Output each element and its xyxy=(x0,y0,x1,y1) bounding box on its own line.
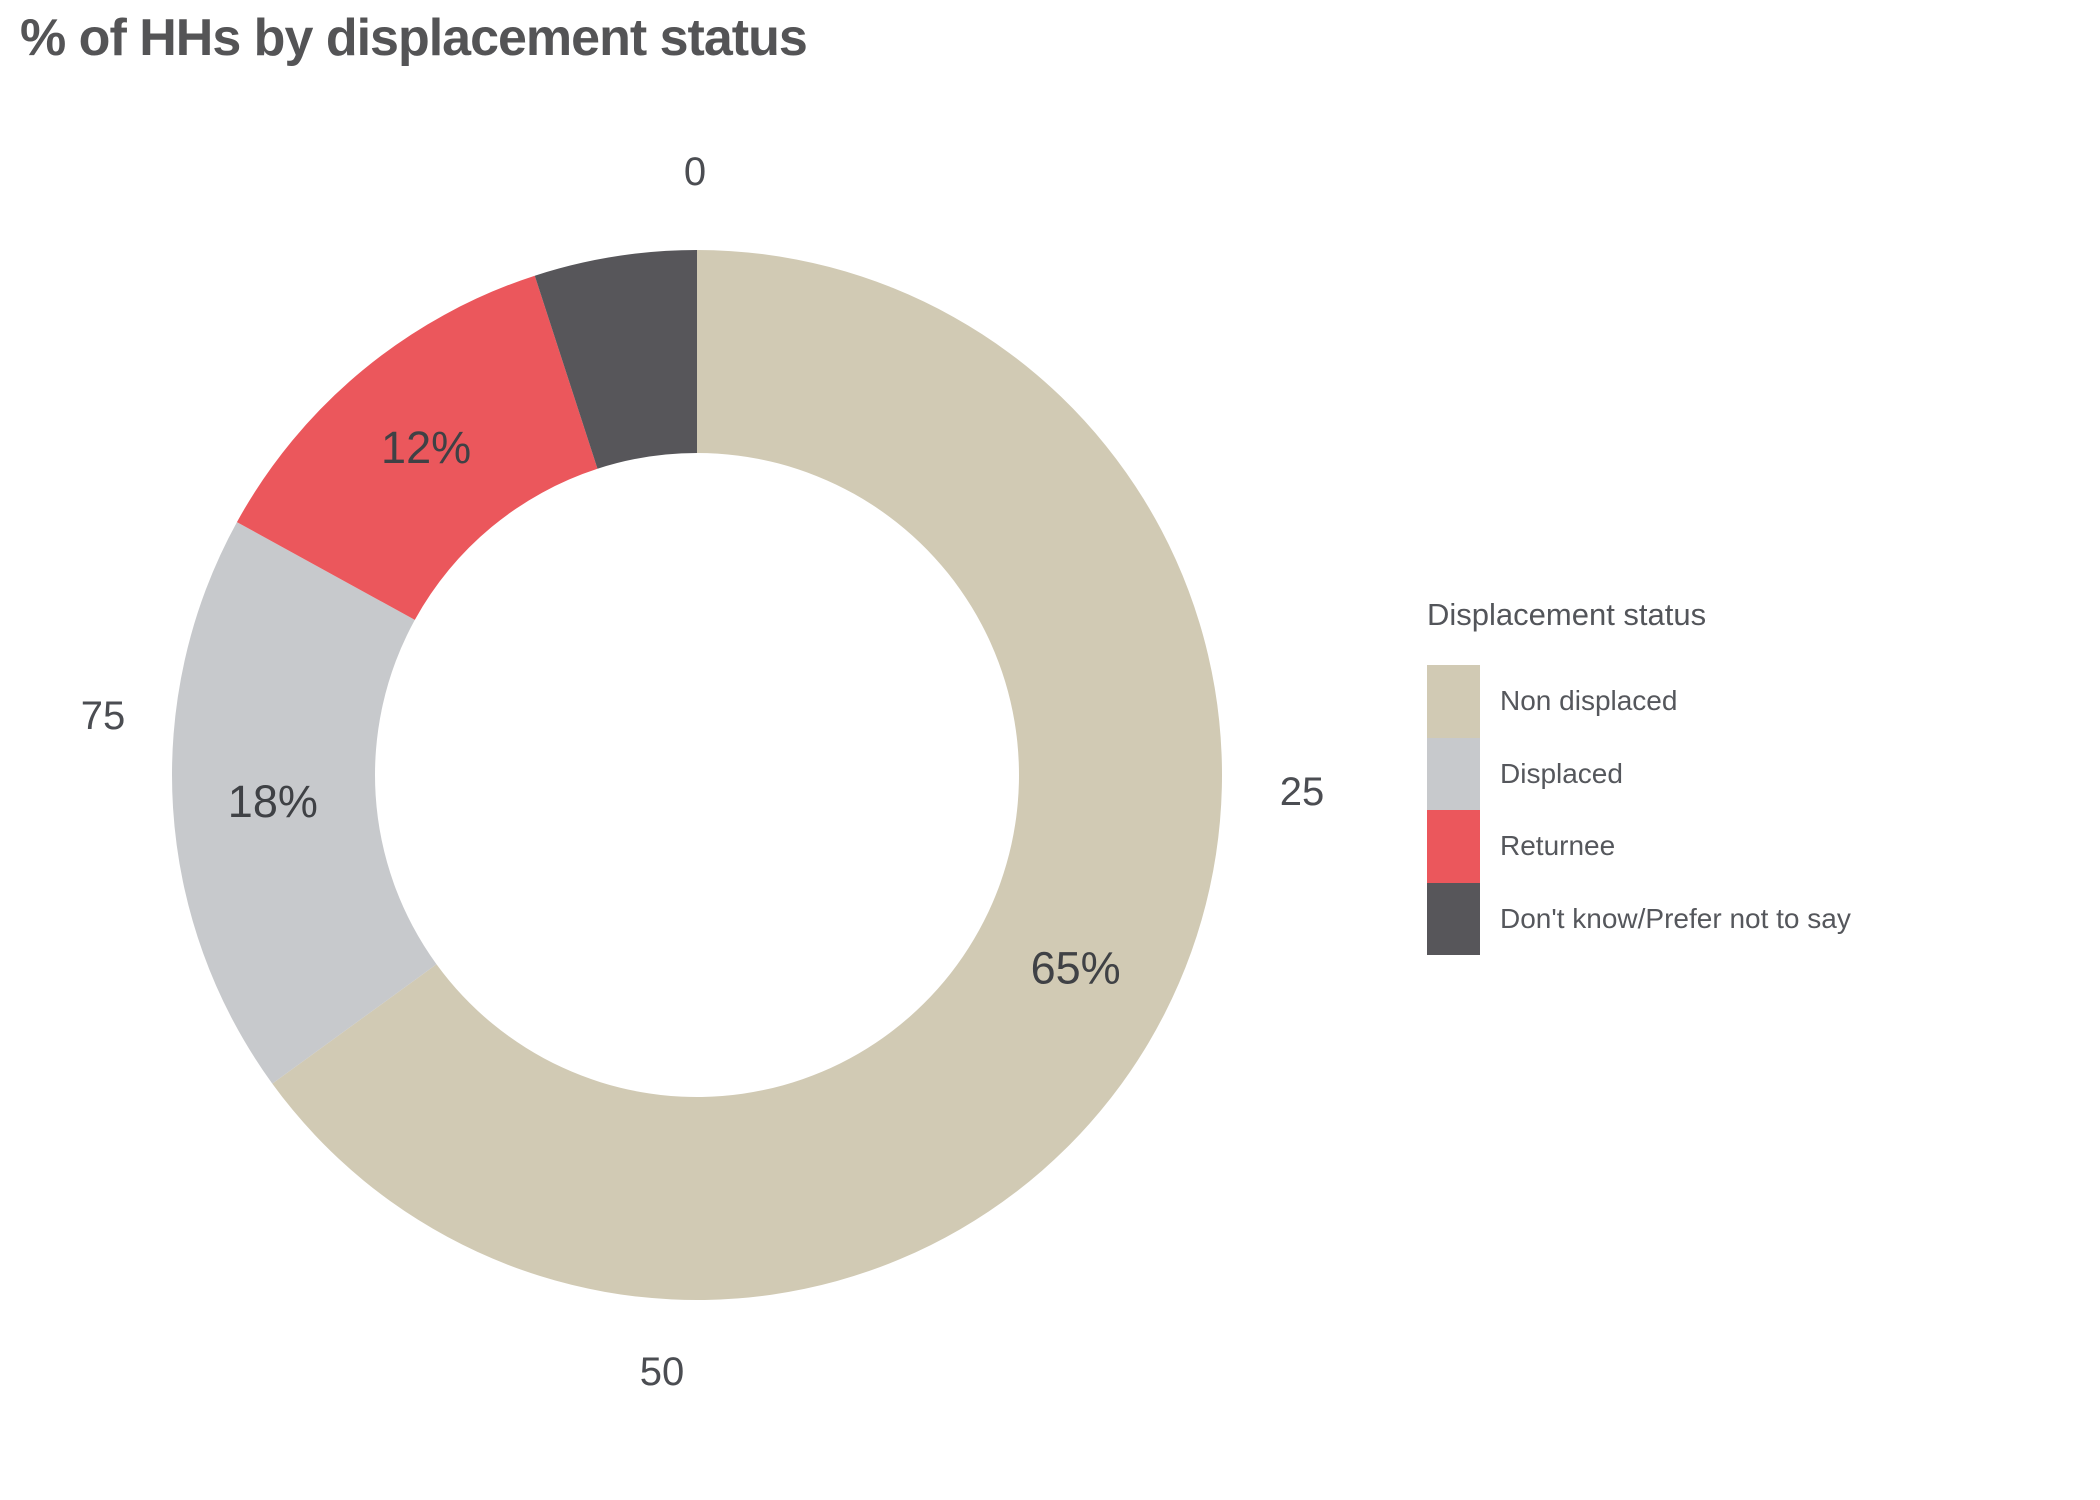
legend-swatch-non-displaced xyxy=(1427,665,1480,738)
axis-tick-label-50: 50 xyxy=(640,1350,685,1394)
legend-label: Displaced xyxy=(1500,757,1623,789)
legend-item-don-t-know-prefer-not-to-say[interactable]: Don't know/Prefer not to say xyxy=(1427,882,2067,955)
chart-title: % of HHs by displacement status xyxy=(20,9,808,67)
slice-value-label-returnee: 12% xyxy=(381,422,471,473)
legend-label: Non displaced xyxy=(1500,685,1678,717)
donut-slice-returnee[interactable] xyxy=(236,275,598,620)
axis-tick-label-0: 0 xyxy=(684,150,706,194)
legend-title: Displacement status xyxy=(1427,597,1707,632)
donut-slice-displaced[interactable] xyxy=(172,522,437,1084)
donut-slice-don-t-know-prefer-not-to-say[interactable] xyxy=(534,250,697,469)
legend-item-non-displaced[interactable]: Non displaced xyxy=(1427,665,2067,738)
legend-item-returnee[interactable]: Returnee xyxy=(1427,810,2067,883)
legend-swatch-displaced xyxy=(1427,737,1480,810)
donut-slice-non-displaced[interactable] xyxy=(272,250,1222,1301)
legend-label: Don't know/Prefer not to say xyxy=(1500,902,1851,934)
legend-items: Non displaced Displaced Returnee Don't know… xyxy=(1427,665,2067,955)
legend-swatch-don-t-know-prefer-not-to-say xyxy=(1427,882,1480,955)
legend-label: Returnee xyxy=(1500,830,1616,862)
legend-item-displaced[interactable]: Displaced xyxy=(1427,737,2067,810)
axis-tick-label-25: 25 xyxy=(1280,770,1325,814)
axis-tick-label-75: 75 xyxy=(81,694,126,738)
legend-swatch-returnee xyxy=(1427,810,1480,883)
slice-value-label-non-displaced: 65% xyxy=(1031,942,1121,993)
slice-value-label-displaced: 18% xyxy=(228,776,318,827)
legend: Displacement status Non displaced Displac… xyxy=(1427,594,2067,955)
